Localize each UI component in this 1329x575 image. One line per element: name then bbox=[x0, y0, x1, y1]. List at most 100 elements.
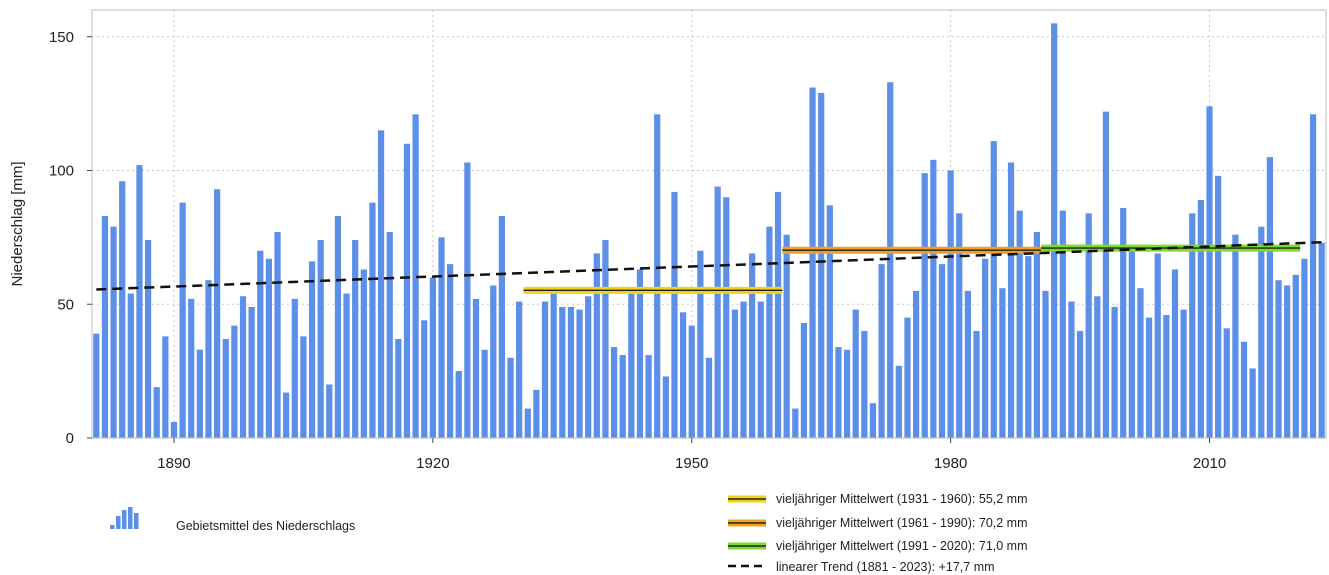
bar bbox=[516, 301, 523, 438]
bar bbox=[1189, 213, 1196, 438]
bar bbox=[110, 226, 117, 438]
bar bbox=[576, 309, 583, 438]
bar bbox=[1266, 157, 1274, 438]
bar bbox=[749, 253, 756, 438]
bar bbox=[447, 264, 454, 438]
bar bbox=[1085, 213, 1092, 438]
bar bbox=[1318, 242, 1325, 438]
legend-label-trend: linearer Trend (1881 - 2023): +17,7 mm bbox=[776, 560, 995, 574]
bar bbox=[818, 92, 825, 439]
bar bbox=[1128, 250, 1135, 438]
bar bbox=[766, 226, 773, 438]
bar bbox=[1059, 210, 1066, 438]
bar bbox=[757, 301, 764, 438]
bar bbox=[645, 355, 652, 438]
bar bbox=[317, 240, 324, 438]
bar bbox=[153, 387, 160, 438]
bar bbox=[464, 162, 471, 438]
bar bbox=[705, 357, 713, 438]
x-tick-label: 2010 bbox=[1193, 455, 1226, 472]
y-tick-label: 0 bbox=[66, 430, 74, 447]
bar bbox=[101, 215, 109, 438]
bar bbox=[1033, 232, 1041, 438]
legend: Gebietsmittel des Niederschlags vieljähri… bbox=[110, 492, 1028, 574]
bar bbox=[904, 317, 911, 438]
bar bbox=[731, 309, 738, 438]
bar bbox=[593, 253, 600, 438]
bar bbox=[334, 215, 342, 438]
bar bbox=[688, 325, 695, 438]
bar bbox=[1249, 368, 1256, 438]
bar bbox=[438, 237, 445, 438]
bar bbox=[1137, 288, 1144, 438]
bar bbox=[1076, 331, 1084, 438]
bar bbox=[300, 336, 307, 438]
bar bbox=[680, 312, 687, 438]
axis-ticks: 1890 1920 1950 1980 2010 0 50 100 150 bbox=[49, 29, 1226, 472]
bar bbox=[283, 392, 290, 438]
bar bbox=[1258, 226, 1265, 438]
bar bbox=[1240, 341, 1248, 438]
bar bbox=[369, 202, 376, 438]
bar bbox=[1301, 258, 1308, 438]
bar bbox=[429, 277, 436, 438]
reference-lines bbox=[96, 240, 1322, 294]
bar bbox=[308, 261, 316, 438]
bar bbox=[1120, 207, 1127, 438]
legend-label-mean: vieljähriger Mittelwert (1961 - 1990): 7… bbox=[776, 516, 1028, 530]
bar bbox=[964, 290, 971, 438]
bar bbox=[559, 306, 566, 438]
bar bbox=[740, 301, 747, 438]
bar bbox=[912, 290, 920, 438]
bar bbox=[231, 325, 238, 438]
bar bbox=[800, 322, 808, 438]
bar bbox=[1007, 162, 1015, 438]
bar-series bbox=[93, 23, 1325, 439]
bar bbox=[395, 339, 402, 438]
bar bbox=[481, 349, 488, 438]
x-tick-label: 1920 bbox=[416, 455, 449, 472]
bar bbox=[403, 143, 411, 438]
bar bbox=[248, 306, 255, 438]
bar bbox=[352, 240, 359, 438]
bar bbox=[93, 333, 100, 438]
bar bbox=[1051, 23, 1058, 438]
bar bbox=[1197, 199, 1204, 438]
bar bbox=[1206, 106, 1213, 439]
bar bbox=[1042, 290, 1049, 438]
x-tick-label: 1950 bbox=[675, 455, 708, 472]
legend-label-mean: vieljähriger Mittelwert (1991 - 2020): 7… bbox=[776, 539, 1028, 553]
bar bbox=[507, 357, 514, 438]
bar bbox=[472, 298, 480, 438]
bar bbox=[887, 82, 894, 438]
bar bbox=[930, 159, 937, 439]
bar bbox=[921, 173, 928, 439]
bar bbox=[524, 408, 531, 438]
bar bbox=[377, 130, 385, 438]
bar bbox=[1223, 328, 1230, 438]
bar bbox=[1145, 317, 1153, 438]
bar bbox=[852, 309, 859, 438]
bar bbox=[628, 288, 635, 438]
bar bbox=[654, 114, 661, 438]
legend-label-bars: Gebietsmittel des Niederschlags bbox=[176, 519, 355, 533]
bar bbox=[257, 250, 264, 438]
bar bbox=[714, 186, 721, 438]
bar bbox=[895, 365, 902, 438]
x-tick-label: 1890 bbox=[157, 455, 190, 472]
bar bbox=[774, 191, 782, 438]
bar bbox=[343, 293, 350, 438]
y-tick-label: 150 bbox=[49, 29, 74, 46]
bar bbox=[610, 347, 618, 438]
bar bbox=[421, 320, 428, 438]
bar bbox=[214, 189, 221, 438]
bar bbox=[956, 213, 963, 438]
bar bbox=[619, 355, 626, 438]
bar bbox=[826, 205, 833, 438]
bar bbox=[783, 234, 790, 438]
bar bbox=[119, 181, 126, 438]
bar bbox=[1102, 111, 1110, 439]
bar bbox=[179, 202, 186, 438]
bar bbox=[412, 114, 419, 438]
x-tick-label: 1980 bbox=[934, 455, 967, 472]
